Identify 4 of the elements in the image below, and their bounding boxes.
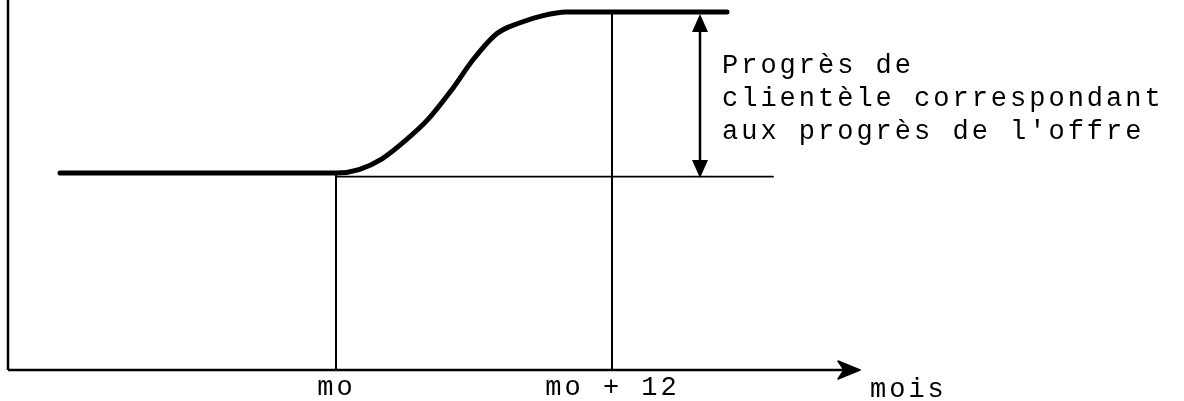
x-tick-label: mo [317, 373, 356, 401]
x-tick-label: mo + 12 [545, 373, 680, 401]
annotation: Progrès de clientèle correspondant aux progrès de l'offre [722, 51, 1164, 147]
x-axis-title: mois [870, 375, 947, 401]
